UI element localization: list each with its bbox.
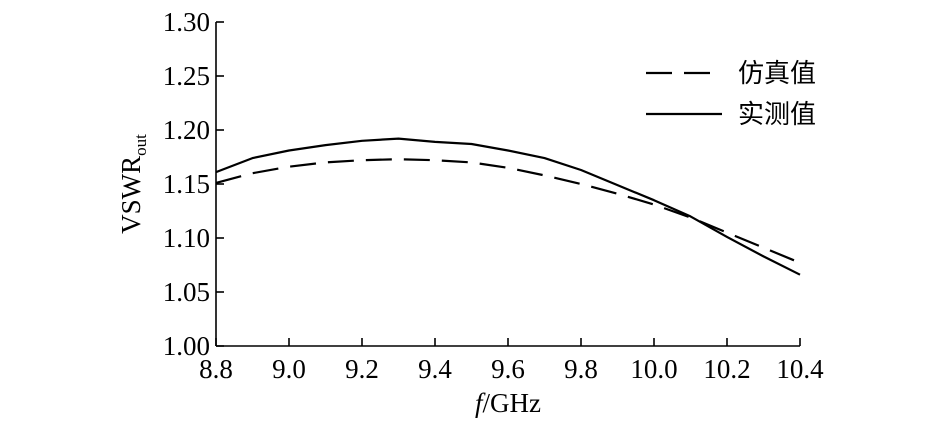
x-tick-label: 9.0 [272, 354, 306, 384]
series-lines [215, 137, 801, 276]
y-axis-label-main: VSWR [116, 156, 146, 234]
x-axis-label: f/GHz [475, 388, 541, 418]
x-axis-label-unit: /GHz [483, 388, 541, 418]
x-tick-label: 9.8 [564, 354, 598, 384]
x-tick-label: 9.4 [418, 354, 452, 384]
x-tick-label: 9.6 [491, 354, 525, 384]
series-line-simulated [215, 158, 801, 264]
x-axis-label-italic: f [475, 388, 486, 418]
y-tick-label: 1.25 [163, 61, 210, 91]
y-tick-label: 1.10 [163, 223, 210, 253]
y-tick-label: 1.05 [163, 277, 210, 307]
y-tick-label: 1.15 [163, 169, 210, 199]
y-axis-label-subscript: out [131, 134, 150, 156]
y-tick-label: 1.30 [163, 7, 210, 37]
legend-label-simulated: 仿真值 [738, 59, 816, 89]
x-tick-label: 10.2 [703, 354, 750, 384]
x-axis-ticks: 8.8 9.0 9.2 9.4 9.6 9.8 10.0 10.2 10.4 [199, 338, 824, 384]
legend: 仿真值 实测值 [646, 59, 816, 130]
legend-label-measured: 实测值 [738, 100, 816, 130]
y-tick-label: 1.20 [163, 115, 210, 145]
x-tick-label: 9.2 [345, 354, 379, 384]
series-line-measured [215, 137, 801, 276]
y-axis-ticks: 1.00 1.05 1.10 1.15 1.20 1.25 1.30 [163, 7, 224, 361]
x-tick-label: 8.8 [199, 354, 233, 384]
x-tick-label: 10.4 [776, 354, 824, 384]
x-tick-label: 10.0 [630, 354, 677, 384]
y-axis-label: VSWRout [116, 134, 150, 234]
y-tick-label: 1.00 [163, 331, 210, 361]
